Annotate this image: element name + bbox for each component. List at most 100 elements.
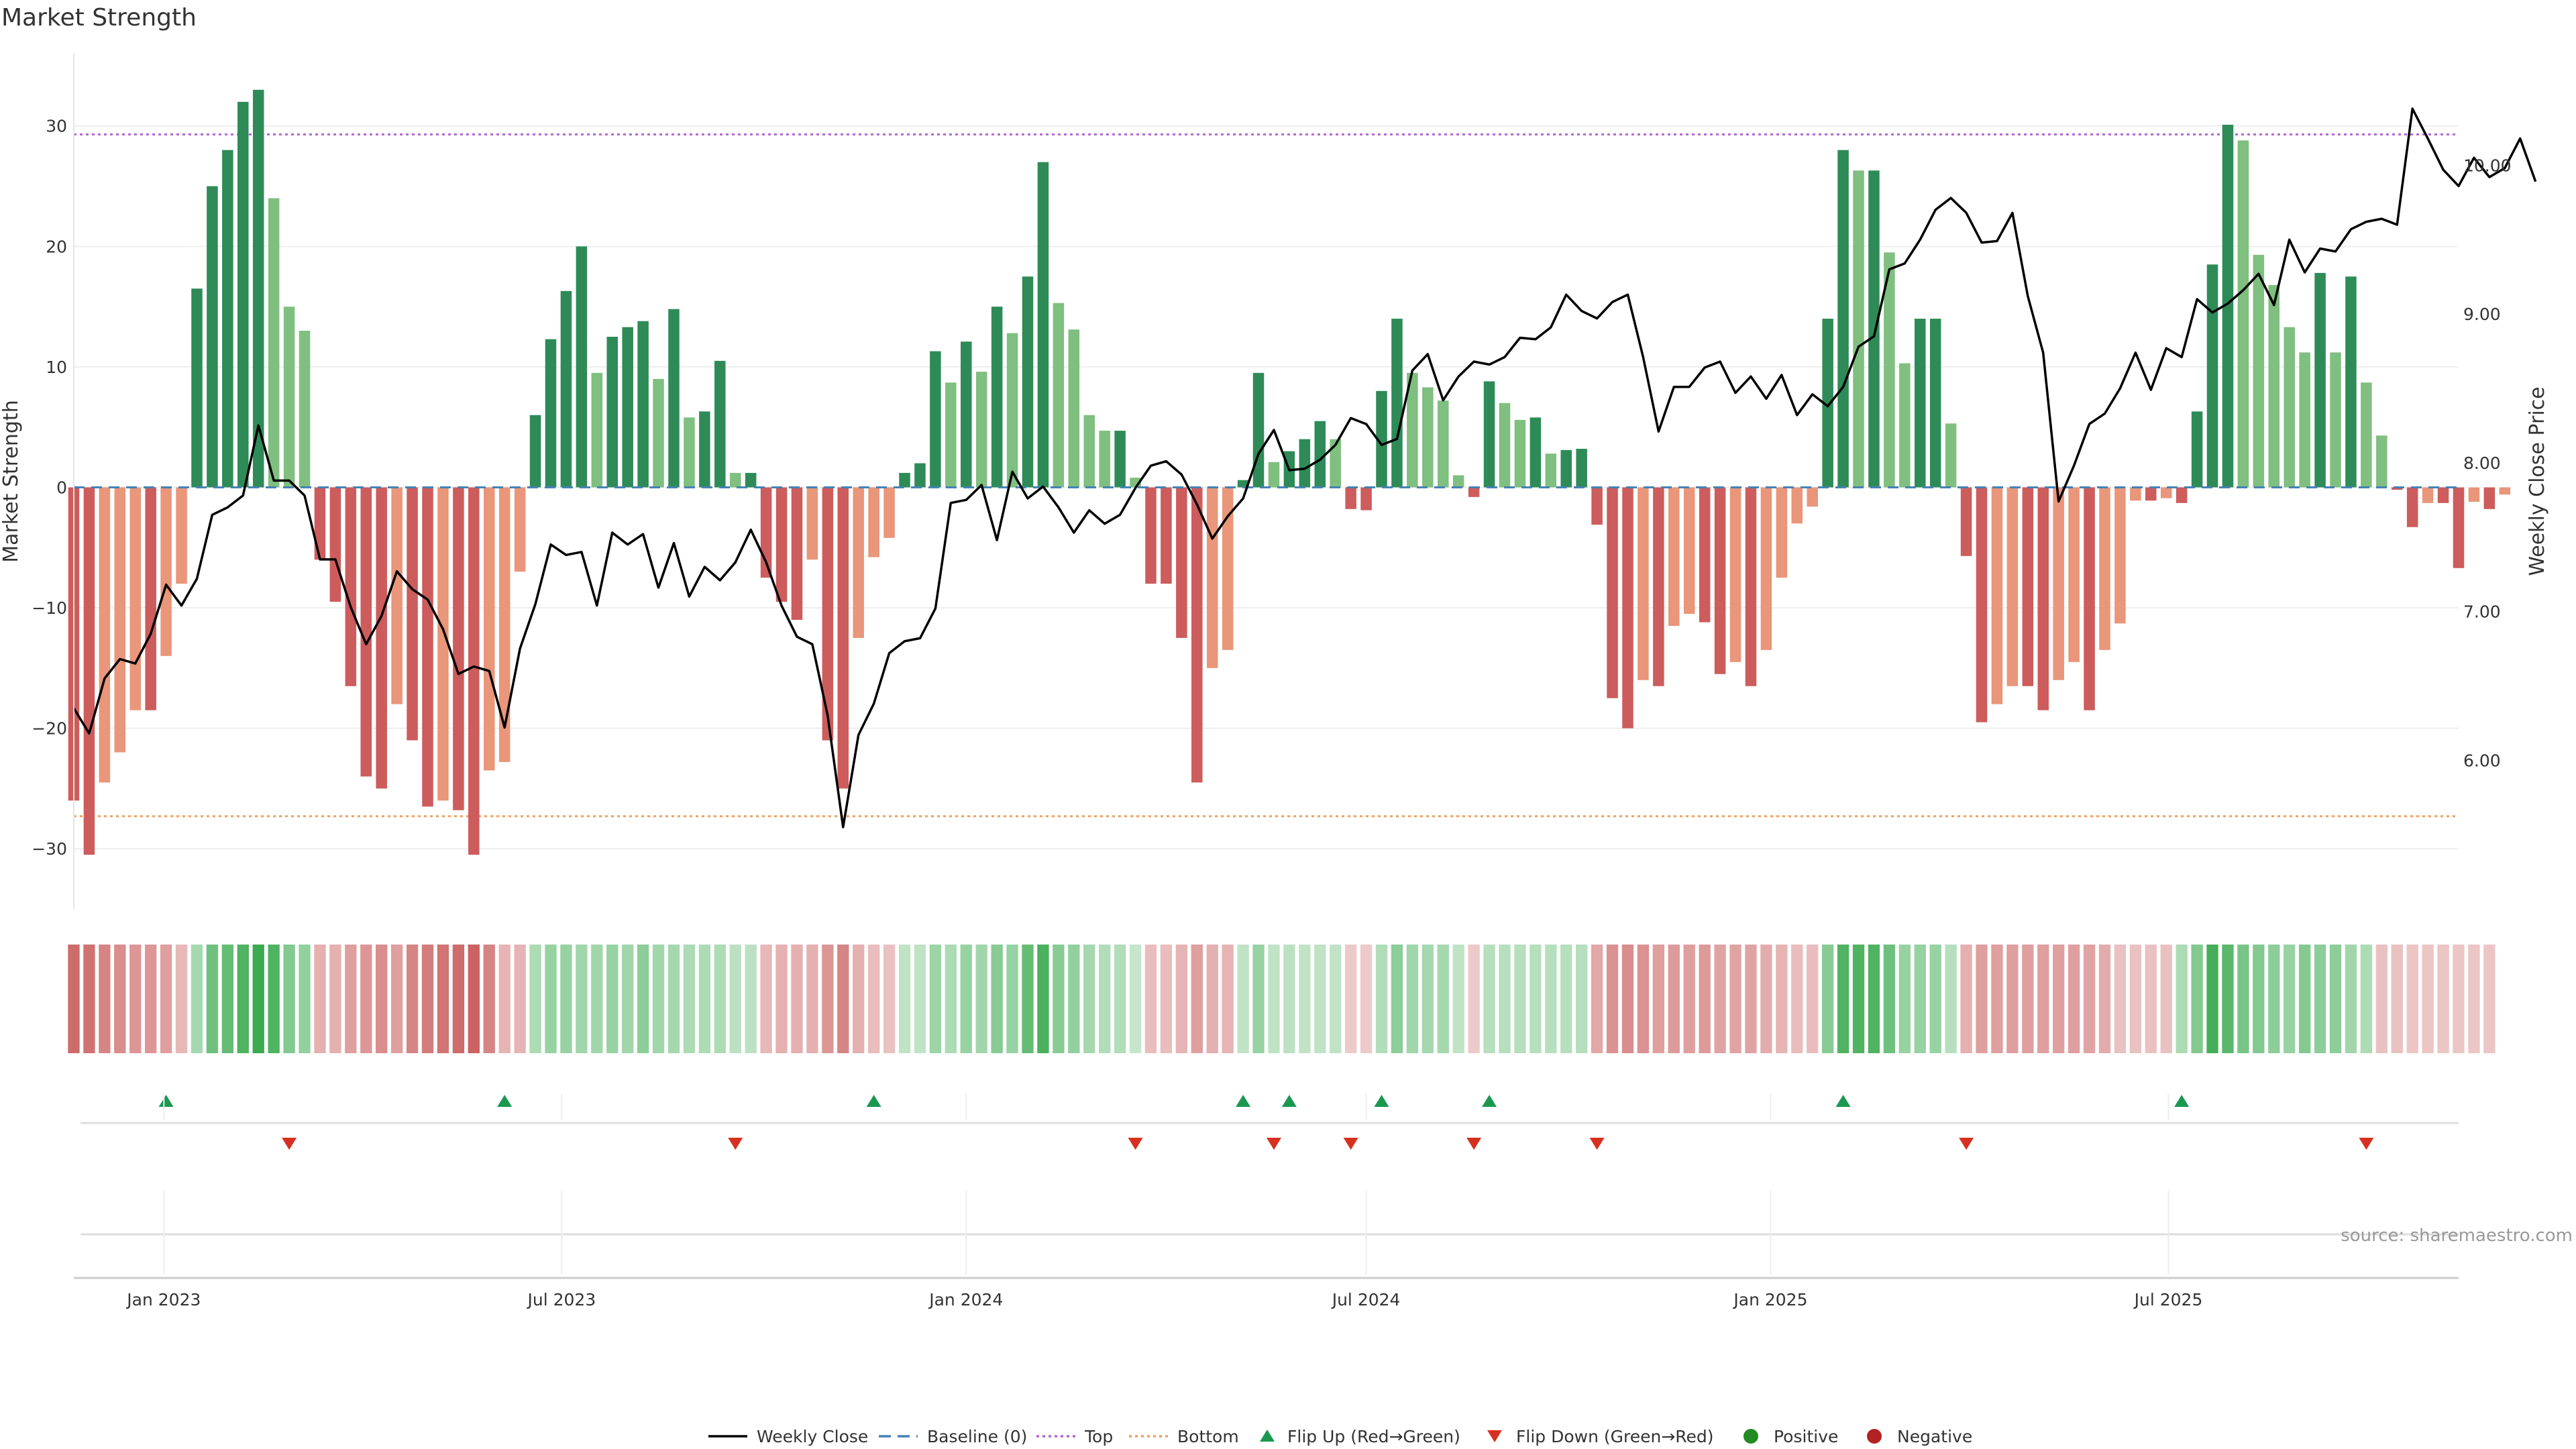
- heat-cell: [1960, 945, 1972, 1053]
- heat-cell: [345, 945, 357, 1053]
- heat-cell: [1760, 945, 1772, 1053]
- heat-cell: [529, 945, 541, 1053]
- strength-bar: [1853, 170, 1864, 488]
- heat-cell: [622, 945, 634, 1053]
- strength-bar: [684, 417, 695, 488]
- heat-cell: [83, 945, 95, 1053]
- strength-bar: [1376, 390, 1387, 488]
- heat-cell: [1729, 945, 1741, 1053]
- strength-bar: [806, 487, 818, 560]
- strength-bar: [2330, 352, 2341, 488]
- strength-bar: [391, 487, 402, 704]
- heat-cell: [853, 945, 865, 1053]
- heat-cell: [1068, 945, 1080, 1053]
- strength-bar: [1699, 487, 1711, 623]
- strength-bar: [545, 339, 557, 488]
- strength-bar: [376, 487, 387, 789]
- strength-bar: [2468, 487, 2480, 502]
- strength-bar: [868, 487, 879, 557]
- flip-up-marker: [1835, 1095, 1851, 1107]
- heat-cell: [452, 945, 465, 1053]
- strength-bars: [68, 89, 2511, 855]
- strength-bar: [1068, 329, 1080, 488]
- strength-bar: [1037, 162, 1049, 488]
- strength-bar: [1083, 415, 1095, 488]
- heat-cell: [1468, 945, 1480, 1053]
- strength-bar: [2268, 284, 2280, 488]
- flip-down-marker: [1466, 1138, 1482, 1150]
- legend-label: Flip Up (Red→Green): [1287, 1427, 1460, 1446]
- strength-bar: [1714, 487, 1726, 674]
- heat-cell: [822, 945, 834, 1053]
- heat-cell: [960, 945, 972, 1053]
- heat-cell: [1652, 945, 1665, 1053]
- heat-cell: [1499, 945, 1511, 1053]
- strength-bar: [622, 327, 633, 488]
- strength-bar: [1899, 363, 1911, 488]
- legend-dot-icon: [1743, 1429, 1758, 1444]
- strength-bar: [1791, 487, 1803, 524]
- flip-up-marker: [2174, 1095, 2190, 1107]
- x-tick-label: Jul 2025: [2133, 1290, 2203, 1309]
- heat-cell: [1683, 945, 1695, 1053]
- heat-cell: [1129, 945, 1142, 1053]
- heat-cell: [1991, 945, 2003, 1053]
- heat-cell: [975, 945, 987, 1053]
- strength-bar: [1252, 372, 1265, 488]
- strength-bar: [407, 487, 418, 741]
- heat-cell: [2375, 945, 2387, 1053]
- flip-up-marker: [497, 1095, 513, 1107]
- heat-cell: [991, 945, 1003, 1053]
- heat-cell: [1821, 945, 1834, 1053]
- heat-cell: [252, 945, 264, 1053]
- heat-cell: [2145, 945, 2157, 1053]
- strength-bar: [791, 487, 803, 621]
- strength-bar: [1099, 431, 1110, 488]
- y2-tick-label: 7.00: [2463, 602, 2501, 622]
- strength-bar: [498, 487, 511, 762]
- flip-markers: [80, 1095, 2459, 1150]
- heat-cell: [1929, 945, 1941, 1053]
- heat-cell: [468, 945, 480, 1053]
- strength-bar: [237, 101, 249, 488]
- flip-up-marker: [1374, 1095, 1389, 1107]
- strength-bar: [299, 331, 311, 488]
- y2-tick-label: 10.00: [2463, 156, 2512, 175]
- strength-bar: [1114, 431, 1126, 488]
- strength-bar: [2022, 487, 2034, 686]
- strength-bar: [1407, 372, 1418, 488]
- reference-lines: [74, 133, 2459, 818]
- heat-cell: [1868, 945, 1880, 1053]
- heat-cell: [2237, 945, 2249, 1053]
- heat-cell: [1299, 945, 1311, 1053]
- heat-cell: [1344, 945, 1357, 1053]
- strength-bar: [2422, 487, 2434, 503]
- heat-cell: [2345, 945, 2357, 1053]
- y-tick-label: −30: [32, 839, 67, 859]
- flip-down-marker: [2359, 1138, 2374, 1150]
- strength-bar: [699, 411, 710, 488]
- strength-bar: [1545, 453, 1557, 488]
- strength-bar: [2114, 487, 2126, 624]
- strength-bar: [775, 487, 788, 602]
- heat-cell: [806, 945, 818, 1053]
- strength-bar: [1483, 381, 1495, 488]
- strength-bar: [729, 472, 741, 488]
- heat-cell: [268, 945, 280, 1053]
- heat-cell: [2114, 945, 2127, 1053]
- strength-bar: [529, 415, 541, 488]
- heat-cell: [683, 945, 696, 1053]
- y-tick-label: −20: [32, 719, 67, 739]
- heat-cell: [360, 945, 372, 1053]
- strength-bar: [2499, 487, 2511, 495]
- y-tick-label: −10: [32, 598, 67, 618]
- heat-cell: [883, 945, 896, 1053]
- legend: Weekly Close Baseline (0) Top Bottom Flip Up…: [708, 1427, 1972, 1446]
- strength-bar: [1976, 487, 1988, 722]
- heat-cell: [2129, 945, 2142, 1053]
- strength-bar: [1868, 170, 1880, 488]
- strength-bar: [191, 288, 203, 488]
- heat-cell: [1191, 945, 1203, 1053]
- strength-bar: [145, 487, 156, 710]
